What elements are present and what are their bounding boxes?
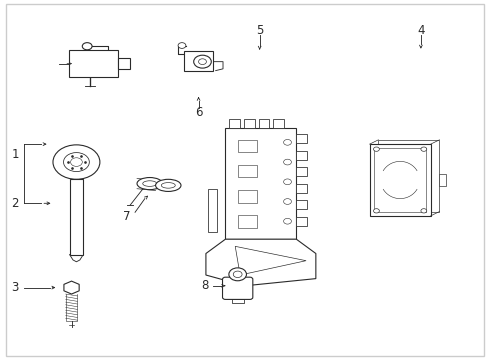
Ellipse shape <box>137 177 162 190</box>
Bar <box>296 200 307 209</box>
Circle shape <box>71 158 82 166</box>
Circle shape <box>82 42 92 50</box>
Bar <box>238 165 257 177</box>
Bar <box>296 184 307 193</box>
Circle shape <box>198 59 206 64</box>
Bar <box>238 215 257 228</box>
Circle shape <box>284 219 292 224</box>
Circle shape <box>421 209 427 213</box>
Circle shape <box>284 159 292 165</box>
Bar <box>244 119 255 128</box>
Polygon shape <box>206 239 316 286</box>
Circle shape <box>373 209 379 213</box>
Bar <box>238 190 257 203</box>
Bar <box>70 179 83 255</box>
Bar <box>296 217 307 226</box>
Text: 8: 8 <box>201 279 209 292</box>
Bar <box>273 119 284 128</box>
Text: 4: 4 <box>417 24 425 37</box>
Circle shape <box>284 139 292 145</box>
Bar <box>440 174 446 186</box>
Bar <box>238 140 257 152</box>
Circle shape <box>421 147 427 151</box>
Bar <box>378 140 440 212</box>
Bar <box>374 148 426 212</box>
Circle shape <box>53 145 100 179</box>
Circle shape <box>284 199 292 204</box>
Text: 2: 2 <box>12 197 19 210</box>
Bar <box>225 128 296 239</box>
Ellipse shape <box>161 183 175 188</box>
Bar <box>259 119 270 128</box>
Ellipse shape <box>143 181 157 186</box>
Circle shape <box>233 271 242 278</box>
Circle shape <box>178 42 186 48</box>
Text: 7: 7 <box>123 211 130 224</box>
Circle shape <box>373 147 379 151</box>
Bar <box>296 134 307 143</box>
Circle shape <box>194 55 211 68</box>
Bar <box>69 50 118 77</box>
Polygon shape <box>235 246 306 275</box>
Circle shape <box>284 179 292 185</box>
Bar <box>369 144 431 216</box>
Circle shape <box>229 268 246 281</box>
Ellipse shape <box>156 179 181 192</box>
Polygon shape <box>64 281 79 294</box>
Bar <box>118 58 130 69</box>
Text: 1: 1 <box>12 148 19 161</box>
Bar <box>229 119 240 128</box>
Bar <box>208 189 217 232</box>
Text: 3: 3 <box>12 281 19 294</box>
Bar <box>296 150 307 159</box>
FancyBboxPatch shape <box>222 277 253 300</box>
Bar <box>296 167 307 176</box>
Text: 5: 5 <box>256 24 263 37</box>
Bar <box>184 51 213 71</box>
Text: 6: 6 <box>195 106 202 119</box>
Circle shape <box>64 153 89 171</box>
